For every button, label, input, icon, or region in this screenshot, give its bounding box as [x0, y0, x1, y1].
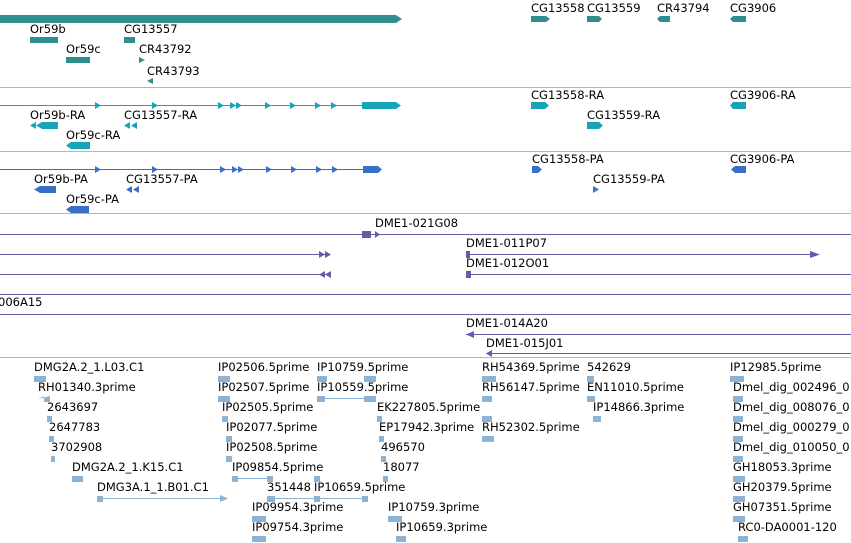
gene-feature-cg13557[interactable] — [124, 37, 135, 43]
feature-label[interactable]: CG13557 — [124, 22, 178, 36]
feature-label[interactable]: RH01340.3prime — [38, 380, 136, 394]
track-separators — [0, 87, 851, 358]
feature-label[interactable]: DME1-014A20 — [466, 316, 548, 330]
feature-label[interactable]: DME1-012O01 — [466, 256, 549, 270]
feature-label[interactable]: EP17942.3prime — [379, 420, 474, 434]
feature-label[interactable]: CG13558 — [531, 1, 585, 15]
feature-label[interactable]: 18077 — [383, 460, 420, 474]
feature-label[interactable]: IP10559.5prime — [317, 380, 408, 394]
gene-feature-or59b[interactable] — [30, 37, 58, 43]
feature-label[interactable]: 496570 — [381, 440, 425, 454]
gene-feature-long[interactable] — [0, 15, 402, 23]
feature-label[interactable]: IP02505.5prime — [222, 400, 313, 414]
feature-label[interactable]: GH07351.5prime — [733, 500, 832, 514]
clone-track — [0, 231, 851, 357]
gene-feature-cr43793[interactable] — [147, 78, 153, 84]
feature-label[interactable]: 006A15 — [0, 295, 42, 309]
mrna-track — [0, 102, 746, 149]
feature-label[interactable]: Dmel_dig_000279_0 — [733, 420, 850, 434]
feature-label[interactable]: CR43792 — [139, 42, 192, 56]
feature-label[interactable]: CG13558-RA — [531, 88, 604, 102]
feature-label[interactable]: IP10659.5prime — [314, 480, 405, 494]
feature-label[interactable]: CG3906 — [730, 1, 776, 15]
feature-label[interactable]: GH20379.5prime — [733, 480, 832, 494]
feature-label[interactable]: IP02077.5prime — [226, 420, 317, 434]
feature-label[interactable]: DMG2A.2_1.L03.C1 — [34, 360, 144, 374]
feature-label[interactable]: CR43793 — [147, 64, 200, 78]
feature-label[interactable]: IP10659.3prime — [396, 520, 487, 534]
feature-label[interactable]: Or59c — [66, 42, 101, 56]
feature-label[interactable]: Or59b-PA — [34, 172, 88, 186]
feature-label[interactable]: 542629 — [587, 360, 631, 374]
feature-label[interactable]: DMG3A.1_1.B01.C1 — [97, 480, 209, 494]
feature-label[interactable]: Or59b — [30, 22, 66, 36]
feature-label[interactable]: IP09954.3prime — [252, 500, 343, 514]
feature-label[interactable]: IP10759.5prime — [317, 360, 408, 374]
feature-label[interactable]: IP09754.3prime — [252, 520, 343, 534]
feature-label[interactable]: IP10759.3prime — [388, 500, 479, 514]
feature-label[interactable]: CG13559 — [587, 1, 641, 15]
feature-label[interactable]: GH18053.3prime — [733, 460, 832, 474]
feature-label[interactable]: CG13558-PA — [532, 152, 604, 166]
feature-label[interactable]: RH54369.5prime — [482, 360, 580, 374]
feature-label[interactable]: DMG2A.2_1.K15.C1 — [72, 460, 184, 474]
feature-label[interactable]: Or59b-RA — [30, 108, 85, 122]
feature-label[interactable]: EK227805.5prime — [377, 400, 480, 414]
feature-label[interactable]: CG3906-PA — [730, 152, 795, 166]
feature-label[interactable]: 351448 — [267, 480, 311, 494]
feature-label[interactable]: IP14866.3prime — [593, 400, 684, 414]
gene-track — [0, 15, 746, 84]
feature-label[interactable]: Dmel_dig_010050_0 — [733, 440, 850, 454]
feature-label[interactable]: RH52302.5prime — [482, 420, 580, 434]
feature-label[interactable]: EN11010.5prime — [587, 380, 684, 394]
feature-label[interactable]: CG13557-PA — [126, 172, 198, 186]
feature-label[interactable]: IP09854.5prime — [232, 460, 323, 474]
feature-label[interactable]: CG13559-RA — [587, 108, 660, 122]
feature-label[interactable]: 2643697 — [47, 400, 98, 414]
feature-label[interactable]: IP02508.5prime — [226, 440, 317, 454]
feature-label[interactable]: 2647783 — [49, 420, 100, 434]
feature-label[interactable]: DME1-015J01 — [486, 336, 564, 350]
feature-label[interactable]: RC0-DA0001-120 — [738, 520, 837, 534]
feature-label[interactable]: CG3906-RA — [730, 88, 796, 102]
feature-label[interactable]: Dmel_dig_008076_0 — [733, 400, 850, 414]
feature-label[interactable]: Or59c-PA — [66, 192, 119, 206]
gene-feature-cg13558[interactable] — [531, 16, 550, 22]
feature-label[interactable]: 3702908 — [51, 440, 102, 454]
gene-feature-or59c[interactable] — [66, 57, 90, 63]
feature-label[interactable]: IP02507.5prime — [218, 380, 309, 394]
feature-label[interactable]: IP12985.5prime — [730, 360, 821, 374]
est-track — [34, 376, 748, 542]
feature-label[interactable]: DME1-011P07 — [466, 236, 547, 250]
feature-label[interactable]: Dmel_dig_002496_0 — [733, 380, 850, 394]
feature-label[interactable]: CG13559-PA — [593, 172, 665, 186]
feature-label[interactable]: DME1-021G08 — [375, 216, 458, 230]
gene-feature-cr43794[interactable] — [657, 16, 670, 22]
feature-label[interactable]: CG13557-RA — [124, 108, 197, 122]
feature-label[interactable]: IP02506.5prime — [218, 360, 309, 374]
gene-feature-cg13559[interactable] — [587, 16, 602, 22]
feature-label[interactable]: RH56147.5prime — [482, 380, 580, 394]
gene-feature-cg3906[interactable] — [730, 16, 746, 22]
cds-track — [0, 166, 746, 213]
gene-feature-cr43792[interactable] — [139, 57, 145, 63]
feature-label[interactable]: CR43794 — [657, 1, 710, 15]
feature-label[interactable]: Or59c-RA — [66, 128, 120, 142]
